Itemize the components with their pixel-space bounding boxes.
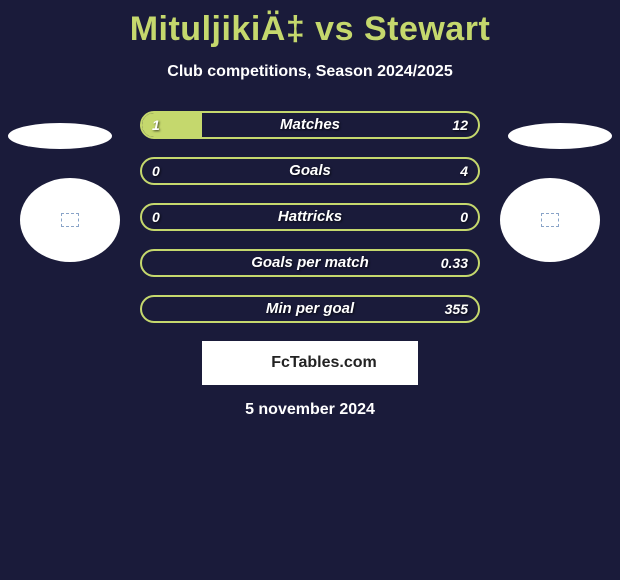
player-photo-placeholder-left xyxy=(20,178,120,262)
stat-value-right: 355 xyxy=(445,297,468,321)
stat-row-min-per-goal: Min per goal 355 xyxy=(140,295,480,323)
stat-value-right: 4 xyxy=(460,159,468,183)
player-photo-placeholder-right-top xyxy=(508,123,612,149)
image-placeholder-icon xyxy=(61,213,79,227)
subtitle: Club competitions, Season 2024/2025 xyxy=(0,63,620,81)
stat-row-goals: 0 Goals 4 xyxy=(140,157,480,185)
stat-row-hattricks: 0 Hattricks 0 xyxy=(140,203,480,231)
image-placeholder-icon xyxy=(541,213,559,227)
page-title: MituljikiÄ‡ vs Stewart xyxy=(0,0,620,49)
stat-label: Min per goal xyxy=(142,297,478,321)
player-photo-placeholder-left-top xyxy=(8,123,112,149)
brand-chart-icon xyxy=(243,352,265,374)
stat-label: Hattricks xyxy=(142,205,478,229)
stat-label: Goals xyxy=(142,159,478,183)
stat-row-goals-per-match: Goals per match 0.33 xyxy=(140,249,480,277)
date-text: 5 november 2024 xyxy=(0,401,620,419)
brand-badge[interactable]: FcTables.com xyxy=(202,341,418,385)
player-photo-placeholder-right xyxy=(500,178,600,262)
stat-row-matches: 1 Matches 12 xyxy=(140,111,480,139)
stat-label: Matches xyxy=(142,113,478,137)
stats-container: 1 Matches 12 0 Goals 4 0 Hattricks 0 Goa… xyxy=(140,111,480,323)
stat-value-right: 0.33 xyxy=(441,251,468,275)
stat-value-right: 0 xyxy=(460,205,468,229)
stat-label: Goals per match xyxy=(142,251,478,275)
stat-value-right: 12 xyxy=(452,113,468,137)
brand-text: FcTables.com xyxy=(271,354,377,372)
